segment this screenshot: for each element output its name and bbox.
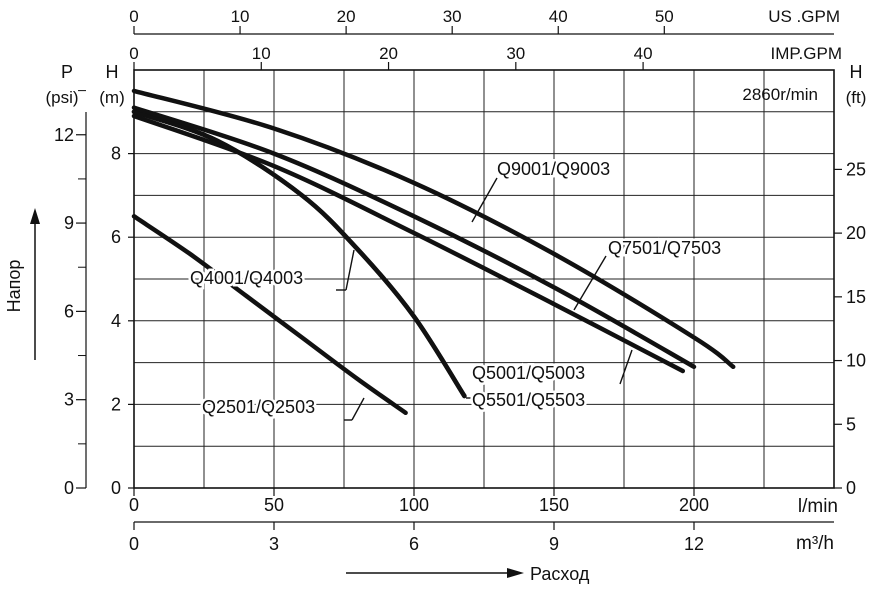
x-tick-label-imp-gpm: 0 [129, 44, 138, 63]
x-tick-label-lpm: 100 [399, 495, 429, 515]
speed-label: 2860r/min [742, 85, 818, 104]
m3h-unit: m³/h [796, 533, 834, 554]
y-tick-label-ft: 25 [846, 159, 866, 179]
x-tick-label-m3h: 3 [269, 534, 279, 554]
grid [134, 70, 834, 488]
y-axis-title: Напор [4, 260, 24, 313]
x-tick-label-us-gpm: 50 [655, 7, 674, 26]
x-tick-label-lpm: 0 [129, 495, 139, 515]
series-leader-line [351, 397, 365, 421]
y-tick-label-m: 0 [111, 478, 121, 498]
x-tick-label-lpm: 200 [679, 495, 709, 515]
y-tick-label-psi: 6 [64, 301, 74, 321]
ft-axis-label: H [850, 62, 863, 82]
x-tick-label-us-gpm: 20 [337, 7, 356, 26]
y-tick-label-psi: 0 [64, 478, 74, 498]
psi-axis-label: P [61, 62, 73, 82]
series-label: Q5001/Q5003 [472, 363, 585, 383]
series-label: Q5501/Q5503 [472, 390, 585, 410]
us-gpm-unit: US .GPM [768, 7, 840, 26]
psi-axis-unit: (psi) [45, 88, 78, 107]
series-leader-line [471, 177, 498, 223]
x-tick-label-us-gpm: 0 [129, 7, 138, 26]
y-tick-label-ft: 10 [846, 351, 866, 371]
y-tick-label-psi: 12 [54, 125, 74, 145]
series-line [131, 214, 408, 416]
m-axis-unit: (m) [99, 88, 124, 107]
x-tick-label-us-gpm: 30 [443, 7, 462, 26]
y-tick-label-ft: 20 [846, 223, 866, 243]
x-tick-label-us-gpm: 10 [231, 7, 250, 26]
series-line [131, 88, 736, 370]
y-tick-label-m: 8 [111, 144, 121, 164]
series-labels: Q2501/Q2503 Q4001/Q4003 Q5501/Q5503 Q5001/Q… [188, 157, 724, 421]
x-tick-label-m3h: 12 [684, 534, 704, 554]
y-tick-label-ft: 0 [846, 478, 856, 498]
y-tick-label-ft: 15 [846, 287, 866, 307]
series-label: Q9001/Q9003 [497, 159, 610, 179]
m-axis-label: H [106, 62, 119, 82]
x-tick-label-lpm: 50 [264, 495, 284, 515]
series-line [131, 109, 467, 399]
series-leader-line [345, 249, 355, 291]
x-axis-arrow-head [507, 568, 524, 578]
ft-axis-unit: (ft) [846, 88, 867, 107]
series-line [131, 109, 467, 399]
series-leader-line [573, 255, 607, 311]
x-tick-label-m3h: 9 [549, 534, 559, 554]
lpm-unit: l/min [798, 496, 838, 517]
series-label: Q4001/Q4003 [190, 268, 303, 288]
plot-frame [133, 69, 835, 489]
y-axis-arrow-head [30, 208, 40, 224]
imp-gpm-unit: IMP.GPM [771, 44, 842, 63]
x-tick-label-imp-gpm: 20 [379, 44, 398, 63]
x-tick-label-imp-gpm: 30 [506, 44, 525, 63]
y-tick-label-m: 6 [111, 227, 121, 247]
y-tick-label-ft: 5 [846, 414, 856, 434]
x-tick-label-imp-gpm: 10 [252, 44, 271, 63]
series-line [131, 113, 686, 374]
x-tick-label-m3h: 6 [409, 534, 419, 554]
series-label: Q7501/Q7503 [608, 238, 721, 258]
series-group [131, 88, 736, 416]
x-tick-label-imp-gpm: 40 [634, 44, 653, 63]
y-tick-label-m: 4 [111, 311, 121, 331]
x-tick-label-lpm: 150 [539, 495, 569, 515]
y-tick-label-m: 2 [111, 394, 121, 414]
series-line [131, 105, 697, 370]
x-tick-label-m3h: 0 [129, 534, 139, 554]
y-tick-label-psi: 3 [64, 390, 74, 410]
series-leader-line [619, 349, 633, 385]
x-axis-title: Расход [530, 564, 590, 584]
series-label: Q2501/Q2503 [202, 397, 315, 417]
x-tick-label-us-gpm: 40 [549, 7, 568, 26]
y-tick-label-psi: 9 [64, 213, 74, 233]
